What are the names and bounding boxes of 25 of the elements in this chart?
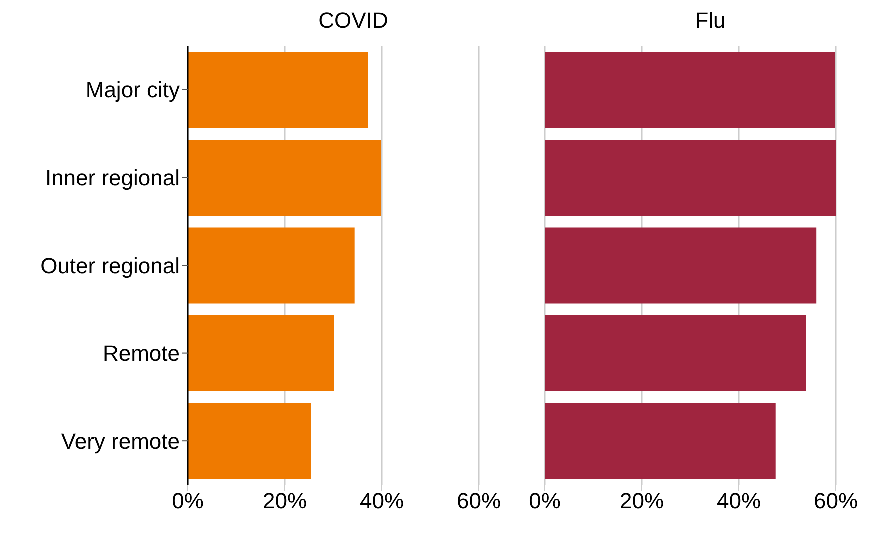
bar	[545, 52, 836, 128]
bar	[188, 403, 312, 480]
bar	[188, 316, 334, 392]
y-tick-label: Outer regional	[40, 253, 180, 278]
bar	[545, 403, 776, 480]
y-tick-label: Remote	[102, 341, 180, 366]
chart-title: Flu	[694, 8, 727, 34]
x-tick-label: 0%	[529, 488, 561, 514]
bar	[545, 228, 817, 304]
y-tick-label: Major city	[86, 78, 180, 103]
x-tick-label: 60%	[456, 488, 502, 514]
bar	[188, 140, 382, 216]
x-tick-label: 20%	[620, 488, 664, 514]
bar	[188, 52, 368, 128]
x-tick-label: 40%	[716, 488, 762, 514]
bar	[545, 140, 836, 216]
x-tick-label: 40%	[360, 488, 404, 514]
chart-title: COVID	[318, 8, 390, 34]
bar	[545, 316, 806, 392]
y-tick-label: Very remote	[61, 428, 180, 454]
bar	[188, 228, 355, 304]
y-tick-label: Inner regional	[45, 166, 180, 191]
x-tick-label: 60%	[814, 488, 858, 514]
x-tick-label: 20%	[262, 488, 308, 514]
x-tick-label: 0%	[172, 488, 204, 514]
